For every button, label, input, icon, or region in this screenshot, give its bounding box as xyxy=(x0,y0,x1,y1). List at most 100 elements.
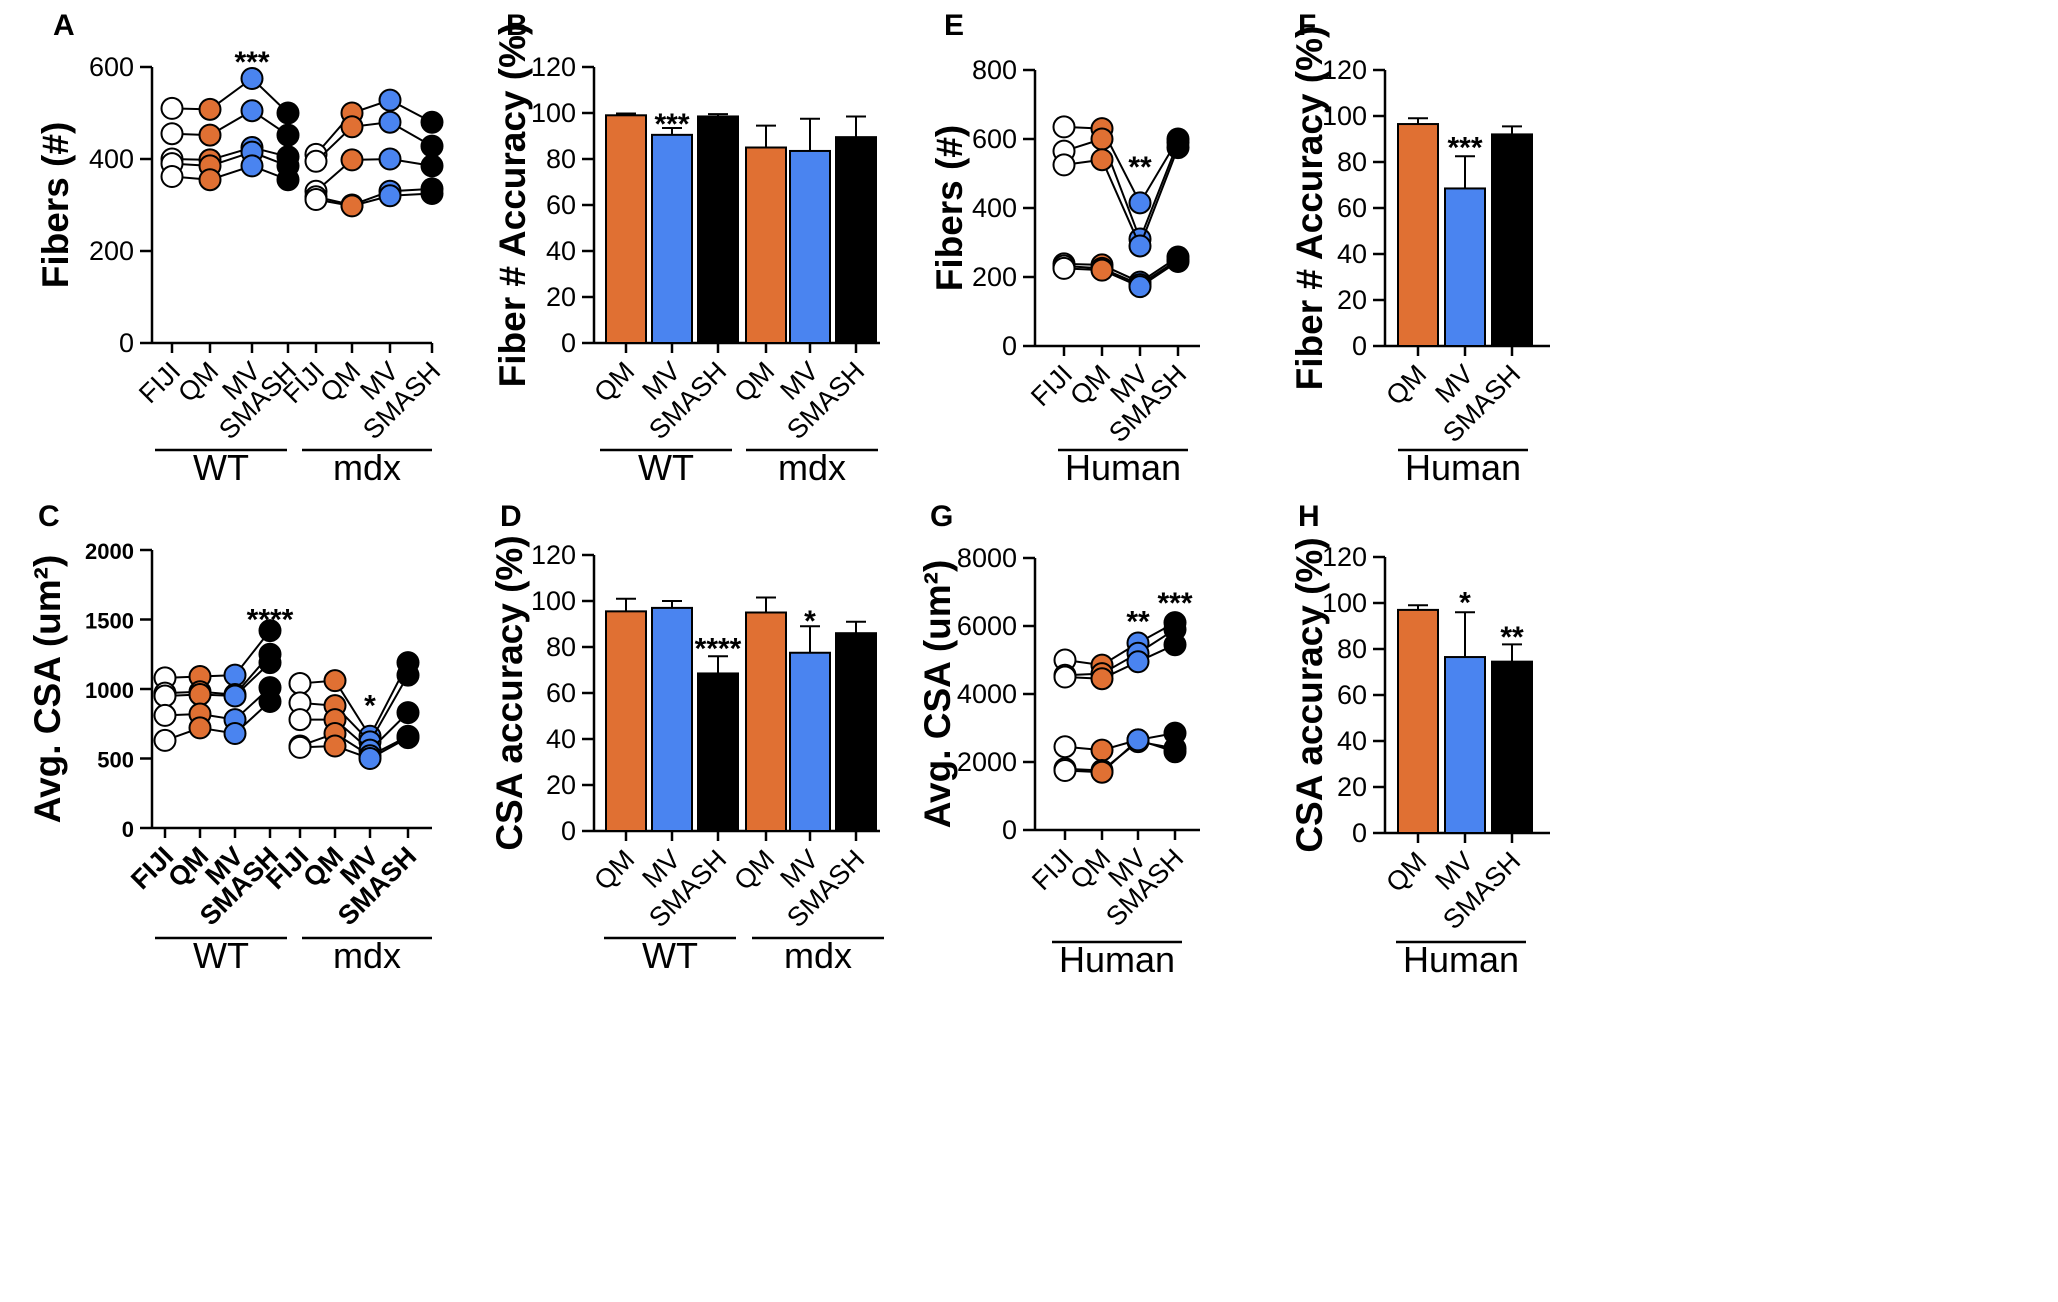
x-category-label: QM xyxy=(728,356,780,408)
group-label: WT xyxy=(638,447,694,488)
series-line xyxy=(1063,147,1179,249)
data-point xyxy=(304,187,328,211)
y-tick-label: 4000 xyxy=(957,679,1017,709)
y-tick-label: 500 xyxy=(97,748,134,773)
significance-label: ** xyxy=(1126,606,1150,639)
group-label: WT xyxy=(642,935,698,976)
bar xyxy=(1397,123,1439,347)
panel-label: E xyxy=(944,9,964,42)
y-tick-label: 200 xyxy=(89,236,134,266)
panel-label: B xyxy=(506,9,528,42)
y-tick-label: 800 xyxy=(972,55,1017,85)
series-line xyxy=(1063,125,1179,205)
data-point xyxy=(358,747,382,770)
data-point xyxy=(378,88,402,112)
y-tick-label: 120 xyxy=(1322,55,1367,85)
x-category-label: SMASH xyxy=(1100,843,1189,932)
significance-label: **** xyxy=(247,603,294,636)
data-point xyxy=(160,164,184,188)
data-point xyxy=(198,168,222,192)
panel-label: G xyxy=(930,500,953,533)
y-tick-label: 100 xyxy=(1322,101,1367,131)
series-line xyxy=(1063,260,1179,288)
data-point xyxy=(340,148,364,172)
series-line xyxy=(315,192,433,207)
data-point xyxy=(1166,136,1190,160)
y-axis-label: Fibers (#) xyxy=(929,125,970,292)
y-tick-label: 60 xyxy=(1337,680,1367,710)
y-tick-label: 8000 xyxy=(957,543,1017,573)
series-line xyxy=(171,77,289,114)
significance-label: *** xyxy=(1447,132,1482,165)
x-category-label: QM xyxy=(1380,846,1432,898)
y-tick-label: 200 xyxy=(972,262,1017,292)
data-point xyxy=(288,708,312,732)
bar xyxy=(697,672,739,833)
series-line xyxy=(171,109,289,137)
significance-label: *** xyxy=(654,108,689,141)
data-point xyxy=(276,101,300,125)
x-category-label: QM xyxy=(1380,359,1432,411)
group-label: mdx xyxy=(333,935,401,976)
significance-label: *** xyxy=(1157,587,1192,620)
bar xyxy=(1444,656,1486,834)
bar xyxy=(745,146,787,344)
data-point xyxy=(1052,256,1076,280)
data-point xyxy=(240,154,264,178)
data-point xyxy=(340,115,364,139)
significance-label: *** xyxy=(234,46,269,79)
series-line xyxy=(300,711,409,752)
y-tick-label: 600 xyxy=(972,124,1017,154)
x-category-label: QM xyxy=(172,356,224,408)
group-label: Human xyxy=(1059,939,1175,980)
y-axis-label: Avg. CSA (um²) xyxy=(27,555,68,824)
data-point xyxy=(378,184,402,208)
series-line xyxy=(164,686,271,721)
series-line xyxy=(1063,258,1179,286)
data-point xyxy=(223,663,247,687)
data-point xyxy=(420,110,444,134)
panel-label: D xyxy=(500,500,522,533)
data-point xyxy=(1126,650,1150,674)
data-point xyxy=(153,703,177,727)
bar xyxy=(789,651,831,832)
bar xyxy=(651,606,693,833)
data-point xyxy=(198,97,222,121)
x-category-label: SMASH xyxy=(1103,359,1192,448)
y-tick-label: 40 xyxy=(546,236,576,266)
data-point xyxy=(160,122,184,146)
data-point xyxy=(223,684,247,708)
y-tick-label: 600 xyxy=(89,52,134,82)
x-category-label: QM xyxy=(728,844,780,896)
data-point xyxy=(396,726,420,750)
bar xyxy=(697,115,739,344)
data-point xyxy=(420,154,444,178)
data-point xyxy=(240,67,264,90)
data-point xyxy=(153,728,177,752)
y-tick-label: 6000 xyxy=(957,611,1017,641)
y-axis-label: Fiber # Accuracy (%) xyxy=(492,23,533,388)
data-point xyxy=(1128,234,1152,258)
series-line xyxy=(164,700,271,742)
bar xyxy=(605,114,647,344)
y-tick-label: 40 xyxy=(546,724,576,754)
y-tick-label: 120 xyxy=(1322,542,1367,572)
y-tick-label: 0 xyxy=(122,817,134,842)
data-point xyxy=(276,123,300,147)
data-point xyxy=(396,663,420,687)
data-point xyxy=(198,123,222,147)
series-line xyxy=(1064,643,1176,680)
data-point xyxy=(1090,148,1114,172)
series-line xyxy=(1064,621,1176,667)
group-label: mdx xyxy=(333,447,401,488)
series-line xyxy=(1064,738,1176,774)
y-tick-label: 0 xyxy=(1352,818,1367,848)
bar xyxy=(789,149,831,344)
y-tick-label: 20 xyxy=(1337,772,1367,802)
data-point xyxy=(323,669,347,693)
